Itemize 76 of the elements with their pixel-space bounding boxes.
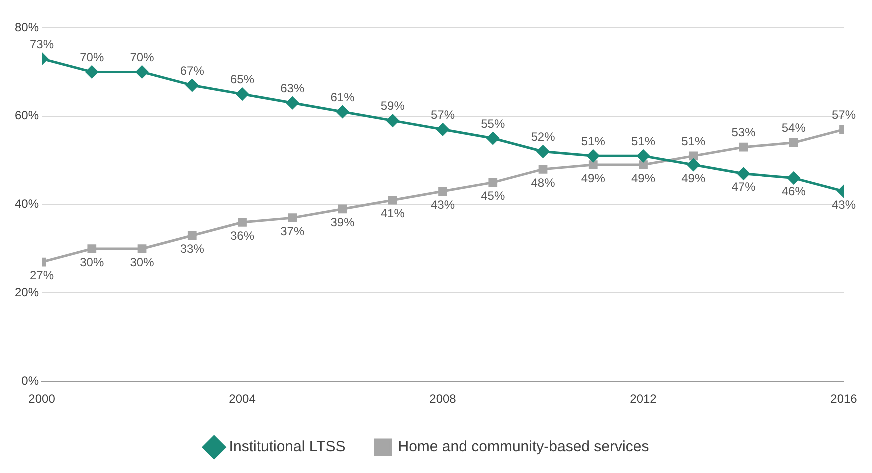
data-label: 63% [280,81,305,96]
point [188,231,197,240]
data-label: 36% [230,228,255,243]
point [336,106,350,118]
x-tick-label: 2004 [229,392,256,406]
data-label: 41% [380,206,406,221]
point [687,158,700,172]
point [86,66,98,78]
data-label: 51% [631,134,656,148]
y-tick-label: 80% [14,20,40,34]
legend-label: Home and community-based services [398,438,650,456]
point [486,132,500,145]
data-label: 55% [481,116,506,131]
point [88,244,97,254]
data-label: 49% [631,171,656,186]
point [738,168,750,180]
data-label: 57% [430,108,456,122]
data-label: 61% [330,90,356,104]
data-label: 43% [430,198,456,212]
data-label: 27% [30,268,54,283]
data-label: 57% [832,108,856,122]
point [588,160,598,170]
point [488,178,498,188]
data-label: 45% [481,189,506,204]
point [186,79,199,92]
x-tick-label: 2000 [28,392,56,406]
y-tick-label: 20% [14,286,40,300]
point [338,204,348,214]
point [637,150,650,162]
point [238,218,247,227]
y-tick-label: 60% [14,108,40,123]
data-label: 49% [581,171,606,186]
data-label: 47% [732,180,756,194]
data-label: 46% [782,184,806,199]
point [436,123,450,136]
point [288,214,298,222]
point [386,114,400,128]
point [138,244,147,254]
y-tick-label: 0% [22,374,40,388]
point [739,142,748,152]
x-tick-label: 2012 [630,392,658,406]
point [388,196,398,205]
data-label: 70% [130,50,155,65]
data-label: 30% [130,255,155,270]
data-label: 37% [280,224,305,238]
point [689,152,698,161]
point [789,138,798,148]
data-label: 49% [682,171,706,186]
data-label: 59% [380,99,406,114]
point [136,66,149,78]
data-label: 53% [732,126,756,140]
data-label: 70% [80,50,104,65]
point [537,146,550,158]
data-label: 73% [30,37,54,52]
data-label: 51% [581,134,606,148]
data-label: 39% [330,216,356,230]
point [639,160,648,170]
data-label: 54% [782,121,806,136]
data-label: 51% [682,134,706,148]
data-label: 52% [531,130,556,144]
point [438,187,448,196]
point [286,96,299,110]
data-label: 65% [230,72,255,87]
data-label: 43% [832,198,856,212]
x-tick-label: 2016 [830,392,858,406]
data-label: 30% [80,255,104,270]
data-label: 67% [180,64,205,78]
y-tick-label: 40% [14,197,40,212]
point [587,150,600,162]
legend-label: Institutional LTSS [229,438,346,456]
point [538,165,548,174]
data-label: 33% [180,242,205,256]
point [788,172,800,185]
point [236,88,249,101]
data-label: 48% [531,176,556,190]
x-tick-label: 2008 [430,392,457,406]
